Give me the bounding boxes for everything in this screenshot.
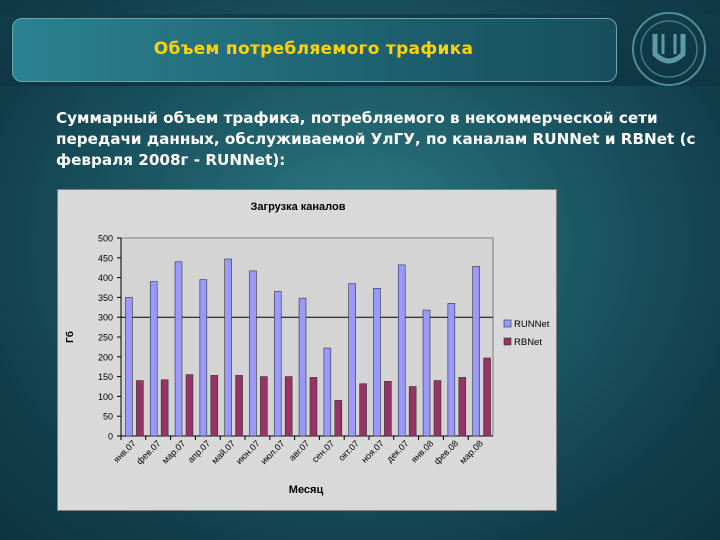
slide-title: Объем потребляемого трафика: [153, 39, 474, 59]
bar-runnet: [472, 266, 480, 437]
bar-runnet: [149, 281, 158, 437]
x-tick-label: авг.07: [287, 438, 311, 462]
x-tick-label: июн.07: [234, 438, 262, 466]
chart-title: Загрузка каналов: [251, 201, 346, 213]
y-tick-label: 250: [98, 333, 113, 343]
bar-rbnet: [210, 375, 219, 437]
bar-runnet: [125, 297, 133, 437]
bar-runnet: [273, 291, 282, 437]
y-tick-label: 100: [98, 392, 113, 402]
bar-rbnet: [384, 381, 392, 437]
bar-runnet: [422, 309, 431, 437]
bar-runnet: [249, 270, 257, 437]
legend-label-rbnet: RBNet: [514, 337, 542, 348]
y-axis-label: Гб: [64, 331, 76, 343]
x-tick-label: янв.07: [112, 438, 138, 464]
x-tick-label: мар.08: [458, 438, 485, 465]
x-tick-label: ноя.07: [359, 438, 385, 464]
x-axis-label: Месяц: [289, 484, 324, 496]
x-tick-label: дек.07: [385, 438, 411, 464]
title-frame: [12, 18, 617, 82]
y-tick-label: 150: [98, 372, 113, 382]
bar-rbnet: [235, 375, 243, 437]
bar-rbnet: [408, 386, 417, 437]
x-tick-label: сен.07: [310, 438, 336, 464]
legend-label-runnet: RUNNet: [514, 319, 550, 330]
y-tick-label: 200: [98, 352, 113, 362]
bar-rbnet: [136, 380, 144, 437]
bar-rbnet: [359, 383, 367, 437]
chart-legend: RUNNet RBNet: [503, 319, 550, 348]
chart-svg: Загрузка каналов Гб Месяц 0 50 100 150 200 25…: [64, 201, 550, 496]
bar-rbnet: [334, 400, 343, 437]
bar-runnet: [199, 279, 208, 437]
university-logo-icon: [632, 12, 706, 86]
bar-rbnet: [284, 376, 293, 437]
bar-runnet: [323, 347, 332, 437]
bar-rbnet: [260, 376, 268, 437]
bar-runnet: [348, 283, 356, 437]
y-tick-label: 400: [98, 273, 113, 283]
x-tick-label: май.07: [210, 438, 237, 465]
slide-subtitle: Суммарный объем трафика, потребляемого в…: [56, 109, 696, 169]
bar-rbnet: [483, 357, 491, 437]
y-tick-label: 350: [98, 293, 113, 303]
bar-runnet: [298, 297, 307, 437]
bar-runnet: [447, 303, 456, 437]
bar-rbnet: [309, 377, 318, 437]
x-tick-label: янв.08: [409, 438, 435, 464]
bar-runnet: [373, 287, 381, 437]
bar-rbnet: [185, 374, 194, 437]
x-tick-label: апр.07: [186, 438, 212, 464]
plot-area: [120, 237, 494, 437]
x-tick-label: фев.08: [432, 438, 460, 466]
bar-runnet: [397, 264, 406, 437]
bar-runnet: [224, 258, 232, 437]
legend-swatch-rbnet: [503, 337, 512, 346]
chart-container: Загрузка каналов Гб Месяц 0 50 100 150 200 25…: [57, 189, 557, 511]
x-tick-label: окт.07: [336, 438, 361, 463]
y-tick-label: 0: [108, 432, 113, 442]
bar-runnet: [174, 261, 183, 437]
bar-rbnet: [458, 377, 467, 437]
x-tick-label: мар.07: [160, 438, 187, 465]
x-tick-label: июл.07: [259, 438, 287, 466]
x-tick-label: фев.07: [135, 438, 163, 466]
y-tick-label: 500: [98, 234, 113, 244]
bar-rbnet: [433, 380, 442, 437]
legend-swatch-runnet: [503, 319, 512, 328]
y-tick-label: 50: [103, 412, 113, 422]
y-tick-label: 300: [98, 313, 113, 323]
y-tick-label: 450: [98, 253, 113, 263]
bar-rbnet: [160, 379, 169, 437]
